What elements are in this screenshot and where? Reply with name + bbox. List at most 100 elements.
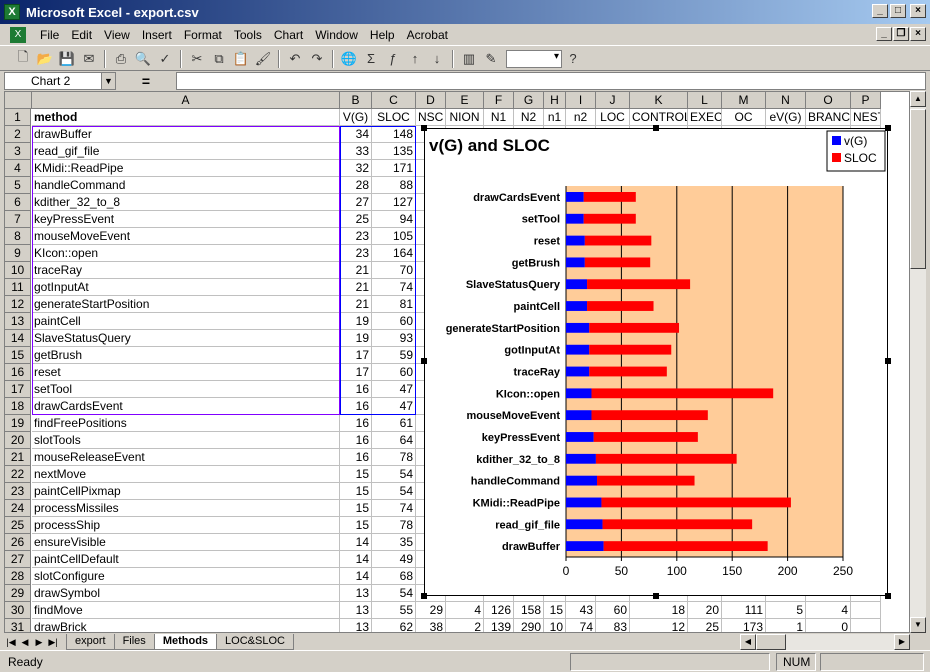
prev-sheet-icon[interactable]: ◀ xyxy=(21,636,29,647)
sloc-cell[interactable]: 55 xyxy=(372,602,416,619)
row-header[interactable]: 22 xyxy=(5,466,31,483)
first-sheet-icon[interactable]: |◀ xyxy=(6,636,16,647)
header-cell[interactable]: NEST xyxy=(851,109,881,126)
scroll-up-icon[interactable]: ▲ xyxy=(910,91,926,107)
vg-cell[interactable]: 21 xyxy=(340,296,372,313)
data-cell[interactable]: 173 xyxy=(722,619,766,632)
method-cell[interactable]: KMidi::ReadPipe xyxy=(32,160,340,177)
vg-cell[interactable]: 16 xyxy=(340,398,372,415)
drawing-icon[interactable]: ✎ xyxy=(485,50,497,66)
menu-help[interactable]: Help xyxy=(369,27,395,42)
row-header[interactable]: 29 xyxy=(5,585,31,602)
open-icon[interactable]: 📂 xyxy=(36,50,54,66)
menu-view[interactable]: View xyxy=(104,27,130,42)
chart-resize-handle[interactable] xyxy=(421,358,427,364)
sloc-cell[interactable]: 78 xyxy=(372,517,416,534)
vg-cell[interactable]: 13 xyxy=(340,585,372,602)
row-header[interactable]: 9 xyxy=(5,245,31,262)
undo-icon[interactable]: ↶ xyxy=(289,50,301,66)
formula-input[interactable] xyxy=(176,72,926,90)
header-cell[interactable]: N2 xyxy=(514,109,544,126)
row-header[interactable]: 23 xyxy=(5,483,31,500)
column-header-b[interactable]: B xyxy=(340,92,372,109)
sloc-cell[interactable]: 81 xyxy=(372,296,416,313)
header-cell[interactable]: V(G) xyxy=(340,109,372,126)
row-header[interactable]: 5 xyxy=(5,177,31,194)
row-header[interactable]: 10 xyxy=(5,262,31,279)
chart-resize-handle[interactable] xyxy=(885,125,891,131)
method-cell[interactable]: drawBrick xyxy=(32,619,340,632)
menu-tools[interactable]: Tools xyxy=(233,27,262,42)
method-cell[interactable]: gotInputAt xyxy=(32,279,340,296)
chart-resize-handle[interactable] xyxy=(421,125,427,131)
data-cell[interactable]: 25 xyxy=(688,619,722,632)
data-cell[interactable]: 2 xyxy=(446,619,484,632)
spelling-icon[interactable]: ✓ xyxy=(159,50,171,66)
method-cell[interactable]: generateStartPosition xyxy=(32,296,340,313)
data-cell[interactable]: 15 xyxy=(544,602,566,619)
sloc-cell[interactable]: 93 xyxy=(372,330,416,347)
method-cell[interactable]: mouseReleaseEvent xyxy=(32,449,340,466)
hyperlink-icon[interactable]: 🌐 xyxy=(340,50,358,66)
column-header-f[interactable]: F xyxy=(484,92,514,109)
sloc-cell[interactable]: 61 xyxy=(372,415,416,432)
next-sheet-icon[interactable]: ▶ xyxy=(35,636,43,647)
menu-edit[interactable]: Edit xyxy=(71,27,93,42)
copy-icon[interactable]: ⧉ xyxy=(214,50,224,66)
sloc-cell[interactable]: 59 xyxy=(372,347,416,364)
vg-cell[interactable]: 15 xyxy=(340,466,372,483)
method-cell[interactable]: paintCellPixmap xyxy=(32,483,340,500)
method-cell[interactable]: drawBuffer xyxy=(32,126,340,143)
minimize-button[interactable]: _ xyxy=(872,4,888,18)
method-cell[interactable]: mouseMoveEvent xyxy=(32,228,340,245)
header-cell[interactable]: n1 xyxy=(544,109,566,126)
header-cell[interactable]: eV(G) xyxy=(766,109,806,126)
sort-descending-icon[interactable]: ↓ xyxy=(433,51,441,66)
redo-icon[interactable]: ↷ xyxy=(311,50,323,66)
vg-cell[interactable]: 21 xyxy=(340,279,372,296)
vg-cell[interactable]: 32 xyxy=(340,160,372,177)
method-cell[interactable]: paintCellDefault xyxy=(32,551,340,568)
method-cell[interactable]: processShip xyxy=(32,517,340,534)
header-cell[interactable]: N1 xyxy=(484,109,514,126)
sloc-cell[interactable]: 70 xyxy=(372,262,416,279)
sloc-cell[interactable]: 68 xyxy=(372,568,416,585)
data-cell[interactable]: 10 xyxy=(544,619,566,632)
maximize-button[interactable]: □ xyxy=(890,4,906,18)
method-cell[interactable]: findMove xyxy=(32,602,340,619)
vg-cell[interactable]: 28 xyxy=(340,177,372,194)
method-cell[interactable]: drawSymbol xyxy=(32,585,340,602)
sloc-cell[interactable]: 60 xyxy=(372,364,416,381)
data-cell[interactable]: 18 xyxy=(630,602,688,619)
sort-ascending-icon[interactable]: ↑ xyxy=(411,51,419,66)
vg-cell[interactable]: 15 xyxy=(340,517,372,534)
vg-cell[interactable]: 23 xyxy=(340,245,372,262)
chart-resize-handle[interactable] xyxy=(421,593,427,599)
vg-cell[interactable]: 21 xyxy=(340,262,372,279)
column-header-k[interactable]: K xyxy=(630,92,688,109)
header-cell[interactable]: method xyxy=(32,109,340,126)
vg-cell[interactable]: 23 xyxy=(340,228,372,245)
data-cell[interactable]: 38 xyxy=(416,619,446,632)
method-cell[interactable]: nextMove xyxy=(32,466,340,483)
chart-resize-handle[interactable] xyxy=(653,593,659,599)
sloc-cell[interactable]: 54 xyxy=(372,483,416,500)
doc-close-button[interactable]: × xyxy=(910,27,926,41)
vg-cell[interactable]: 16 xyxy=(340,415,372,432)
sloc-cell[interactable]: 54 xyxy=(372,466,416,483)
chart-resize-handle[interactable] xyxy=(885,593,891,599)
data-cell[interactable]: 111 xyxy=(722,602,766,619)
data-cell[interactable]: 5 xyxy=(766,602,806,619)
method-cell[interactable]: KIcon::open xyxy=(32,245,340,262)
menu-format[interactable]: Format xyxy=(183,27,222,42)
vg-cell[interactable]: 19 xyxy=(340,330,372,347)
column-header-e[interactable]: E xyxy=(446,92,484,109)
vg-cell[interactable]: 16 xyxy=(340,449,372,466)
sloc-cell[interactable]: 105 xyxy=(372,228,416,245)
scroll-thumb[interactable] xyxy=(910,109,926,269)
header-cell[interactable]: CONTROL xyxy=(630,109,688,126)
scroll-thumb[interactable] xyxy=(756,633,786,650)
method-cell[interactable]: findFreePositions xyxy=(32,415,340,432)
method-cell[interactable]: keyPressEvent xyxy=(32,211,340,228)
row-header[interactable]: 18 xyxy=(5,398,31,415)
